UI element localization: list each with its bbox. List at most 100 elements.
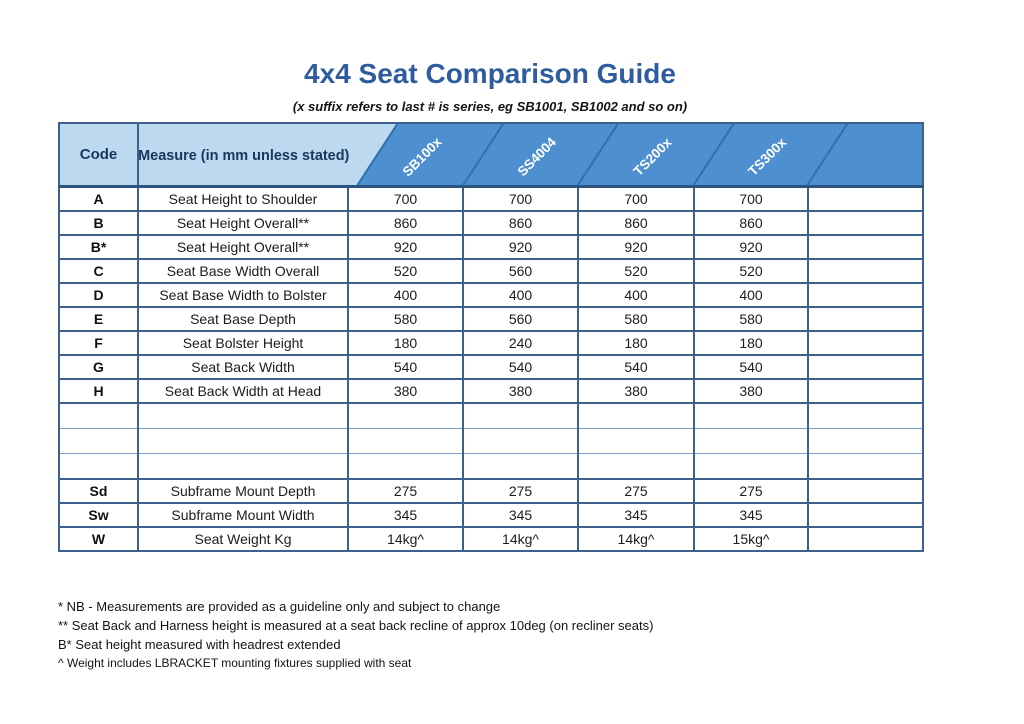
- band-diagonal-divider: [462, 124, 504, 184]
- page-title: 4x4 Seat Comparison Guide: [304, 58, 676, 89]
- value-cell: 14kg^: [462, 526, 579, 552]
- table-row: E Seat Base Depth 580 560 580 580: [58, 306, 925, 332]
- measure-column-header: Measure (in mm unless stated): [139, 148, 350, 164]
- empty-row: [58, 402, 925, 429]
- value-cell: [806, 502, 925, 528]
- measure-cell: Seat Bolster Height: [137, 330, 349, 356]
- band-dark-area: [358, 124, 922, 184]
- value-cell: 275: [347, 478, 464, 504]
- value-cell: [806, 526, 925, 552]
- table-row: Sw Subframe Mount Width 345 345 345 345: [58, 502, 925, 528]
- code-column-header: Code: [58, 122, 139, 188]
- measure-cell: Seat Base Depth: [137, 306, 349, 332]
- page-subtitle: (x suffix refers to last # is series, eg…: [292, 99, 688, 114]
- comparison-table: Code Measure (in mm unless stated) SB100…: [58, 122, 925, 552]
- value-cell: [806, 282, 925, 308]
- value-cell: 520: [693, 258, 809, 284]
- band-diagonal-divider: [807, 124, 848, 184]
- value-cell: 240: [462, 330, 579, 356]
- code-cell: D: [58, 282, 139, 308]
- table-row: W Seat Weight Kg 14kg^ 14kg^ 14kg^ 15kg^: [58, 526, 925, 552]
- value-cell: 920: [693, 234, 809, 260]
- value-cell: [806, 185, 925, 212]
- value-cell: 580: [577, 306, 695, 332]
- measure-cell: [137, 453, 349, 480]
- table-row: G Seat Back Width 540 540 540 540: [58, 354, 925, 380]
- measure-cell: Seat Back Width at Head: [137, 378, 349, 404]
- value-cell: 700: [577, 185, 695, 212]
- value-cell: [806, 402, 925, 429]
- table-row: F Seat Bolster Height 180 240 180 180: [58, 330, 925, 356]
- value-cell: 380: [347, 378, 464, 404]
- code-cell: [58, 402, 139, 429]
- value-cell: 520: [347, 258, 464, 284]
- code-cell: G: [58, 354, 139, 380]
- value-cell: 920: [347, 234, 464, 260]
- measure-cell: Seat Back Width: [137, 354, 349, 380]
- value-cell: 14kg^: [577, 526, 695, 552]
- code-cell: C: [58, 258, 139, 284]
- value-cell: [693, 402, 809, 429]
- value-cell: 860: [577, 210, 695, 236]
- footnote-weight: ^ Weight includes LBRACKET mounting fixt…: [58, 656, 412, 670]
- value-cell: 580: [693, 306, 809, 332]
- value-cell: 275: [462, 478, 579, 504]
- measure-cell: Seat Base Width to Bolster: [137, 282, 349, 308]
- code-cell: Sw: [58, 502, 139, 528]
- value-cell: 345: [577, 502, 695, 528]
- value-cell: [806, 330, 925, 356]
- value-cell: [347, 428, 464, 454]
- value-cell: 180: [693, 330, 809, 356]
- value-cell: 560: [462, 258, 579, 284]
- value-cell: 400: [347, 282, 464, 308]
- code-cell: [58, 453, 139, 480]
- band-diagonal-divider: [577, 124, 619, 184]
- code-cell: B: [58, 210, 139, 236]
- table-body: A Seat Height to Shoulder 700 700 700 700 B Sea…: [58, 185, 925, 552]
- code-cell: Sd: [58, 478, 139, 504]
- code-cell: A: [58, 185, 139, 212]
- table-row: H Seat Back Width at Head 380 380 380 380: [58, 378, 925, 404]
- measure-cell: Seat Height to Shoulder: [137, 185, 349, 212]
- measure-cell: Subframe Mount Width: [137, 502, 349, 528]
- band-diagonal-divider: [693, 124, 735, 184]
- value-cell: [577, 453, 695, 480]
- measure-cell: Seat Height Overall**: [137, 210, 349, 236]
- value-cell: 275: [693, 478, 809, 504]
- value-cell: 180: [347, 330, 464, 356]
- value-cell: 520: [577, 258, 695, 284]
- value-cell: 380: [693, 378, 809, 404]
- diagonal-band-graphic: Measure (in mm unless stated) SB100x SS4…: [139, 124, 922, 184]
- value-cell: 345: [693, 502, 809, 528]
- code-cell: H: [58, 378, 139, 404]
- code-cell: W: [58, 526, 139, 552]
- value-cell: 920: [462, 234, 579, 260]
- value-cell: [347, 402, 464, 429]
- table-row: D Seat Base Width to Bolster 400 400 400 400: [58, 282, 925, 308]
- band-diagonal-edge: [357, 124, 398, 184]
- value-cell: [806, 453, 925, 480]
- footnotes: * NB - Measurements are provided as a gu…: [58, 597, 653, 673]
- value-cell: 700: [347, 185, 464, 212]
- value-cell: [806, 210, 925, 236]
- measure-cell: Seat Base Width Overall: [137, 258, 349, 284]
- value-cell: 400: [577, 282, 695, 308]
- diagonal-header-band: Measure (in mm unless stated) SB100x SS4…: [136, 122, 925, 188]
- value-cell: [806, 234, 925, 260]
- value-cell: 700: [693, 185, 809, 212]
- value-cell: 275: [577, 478, 695, 504]
- value-cell: [577, 428, 695, 454]
- value-cell: [462, 428, 579, 454]
- measure-cell: Seat Height Overall**: [137, 234, 349, 260]
- value-cell: [806, 428, 925, 454]
- value-cell: [577, 402, 695, 429]
- table-row: A Seat Height to Shoulder 700 700 700 700: [58, 185, 925, 212]
- value-cell: 540: [347, 354, 464, 380]
- value-cell: 540: [577, 354, 695, 380]
- table-row: B* Seat Height Overall** 920 920 920 920: [58, 234, 925, 260]
- value-cell: [806, 354, 925, 380]
- code-cell: [58, 428, 139, 454]
- measure-cell: Subframe Mount Depth: [137, 478, 349, 504]
- empty-row: [58, 428, 925, 454]
- value-cell: [806, 378, 925, 404]
